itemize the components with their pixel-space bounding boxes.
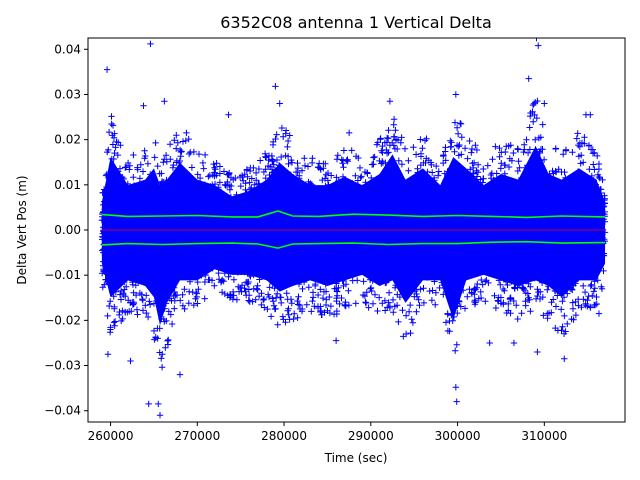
scatter-outlier-point (332, 337, 340, 344)
scatter-outlier-point (525, 75, 532, 82)
scatter-outlier-point (161, 98, 168, 105)
plot-content (98, 38, 609, 419)
y-tick-label: −0.04 (44, 404, 81, 418)
scatter-outlier-point (453, 398, 460, 405)
y-tick-label: −0.02 (44, 313, 81, 327)
scatter-outlier-point (156, 412, 164, 419)
scatter-outlier-point (510, 339, 518, 347)
scatter-outlier-point (561, 355, 568, 362)
plot-area (98, 38, 609, 419)
scatter-outlier-point (533, 38, 540, 42)
scatter-outlier-point (140, 102, 147, 109)
x-tick-label: 270000 (174, 429, 220, 443)
scatter-outlier-point (272, 83, 279, 90)
scatter-outlier-point (155, 400, 162, 408)
scatter-outlier-point (535, 42, 542, 49)
upper-sigma-line (101, 210, 606, 219)
x-tick-label: 290000 (348, 429, 394, 443)
scatter-outlier-point (127, 357, 134, 365)
x-tick-label: 260000 (88, 429, 134, 443)
x-tick-label: 300000 (435, 429, 481, 443)
x-tick-label: 280000 (261, 429, 307, 443)
chart-title: 6352C08 antenna 1 Vertical Delta (220, 13, 492, 32)
y-tick-label: 0.03 (54, 87, 81, 101)
scatter-outlier-point (147, 40, 154, 48)
x-axis: 260000 270000 280000 290000 300000 310000 (88, 422, 567, 443)
scatter-outlier-point (452, 91, 460, 98)
y-tick-label: −0.03 (44, 359, 81, 373)
scatter-points (98, 97, 609, 371)
y-axis: −0.04 −0.03 −0.02 −0.01 0.00 0.01 0.02 0.03 0.04 (44, 42, 88, 418)
x-tick-label: 310000 (521, 429, 567, 443)
scatter-outlier-point (595, 310, 603, 317)
x-axis-label: Time (sec) (324, 451, 388, 465)
y-axis-label: Delta Vert Pos (m) (15, 175, 29, 284)
lower-sigma-line (101, 240, 606, 249)
scatter-outlier-point (541, 100, 548, 107)
scatter-outlier-point (103, 66, 111, 73)
scatter-outlier-point (486, 339, 493, 347)
y-tick-label: 0.00 (54, 223, 81, 237)
scatter-outlier-point (104, 351, 112, 358)
scatter-outlier-point (386, 98, 394, 105)
y-tick-label: 0.02 (54, 133, 81, 147)
y-tick-label: 0.04 (54, 42, 81, 56)
scatter-outlier-point (145, 400, 152, 408)
scatter-outlier-point (345, 129, 353, 137)
scatter-outlier-point (225, 111, 232, 118)
scatter-outlier-point (276, 100, 283, 107)
scatter-outlier-point (452, 384, 460, 391)
y-tick-label: −0.01 (44, 268, 81, 282)
scatter-outlier-point (534, 348, 541, 356)
y-tick-label: 0.01 (54, 178, 81, 192)
scatter-outlier-point (176, 371, 184, 378)
scatter-outlier-point (587, 111, 594, 118)
